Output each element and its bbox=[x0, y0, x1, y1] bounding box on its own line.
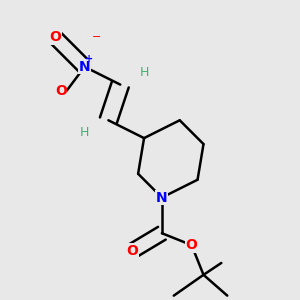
Text: H: H bbox=[80, 126, 89, 139]
Text: −: − bbox=[92, 32, 101, 42]
Text: +: + bbox=[85, 54, 93, 64]
Text: H: H bbox=[140, 66, 149, 79]
Text: O: O bbox=[126, 244, 138, 258]
Text: O: O bbox=[186, 238, 197, 252]
Text: O: O bbox=[55, 84, 67, 98]
Text: O: O bbox=[49, 30, 61, 44]
Text: N: N bbox=[79, 60, 90, 74]
Text: N: N bbox=[156, 190, 168, 205]
